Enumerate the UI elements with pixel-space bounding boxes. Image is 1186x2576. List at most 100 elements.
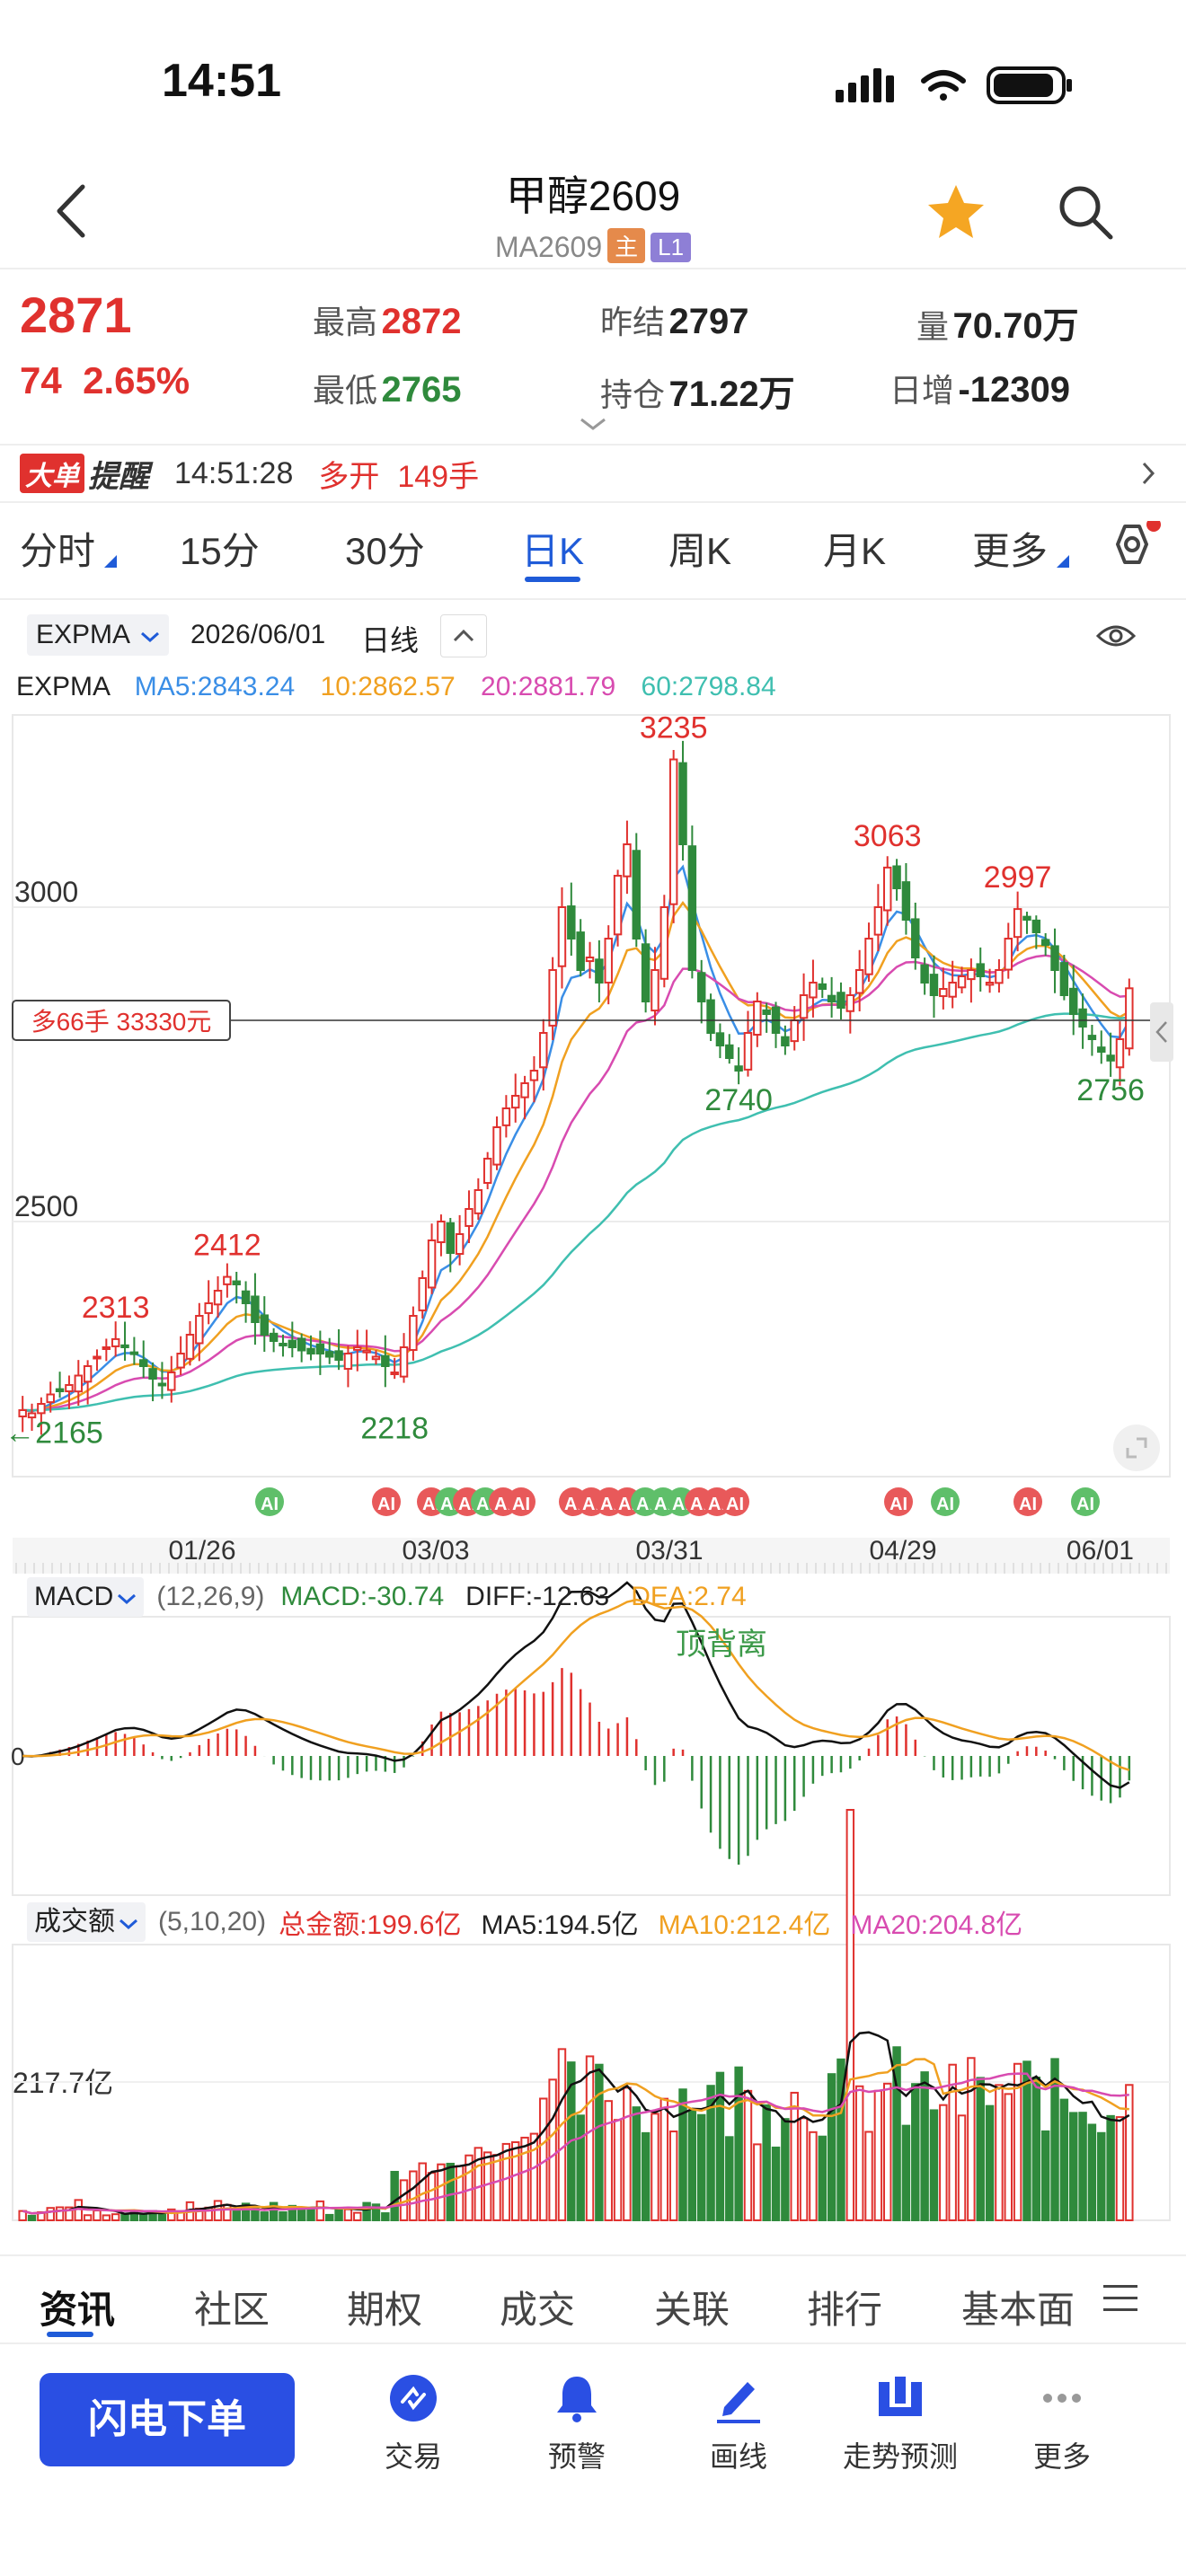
tab-15min[interactable]: 15分 — [180, 530, 260, 572]
active-tab-indicator — [525, 577, 580, 582]
turnover-bar — [83, 2214, 93, 2221]
indicator-select[interactable]: EXPMA — [27, 614, 169, 656]
trend-forecast-label: 走势预测 — [842, 2440, 958, 2473]
header-divider — [0, 268, 1186, 269]
low-label: 最低 — [313, 372, 378, 409]
candle-up — [501, 1107, 511, 1126]
tab-more[interactable]: 更多 — [972, 530, 1049, 572]
quick-order-button[interactable]: 闪电下单 — [40, 2373, 295, 2466]
level-badge: L1 — [651, 233, 692, 262]
bottom-tabs-divider — [0, 2342, 1186, 2344]
turnover-bar — [725, 2136, 734, 2221]
ema-ma20: 20:2881.79 — [481, 672, 616, 701]
ema-legend: EXPMA MA5:2843.24 10:2862.57 20:2881.79 … — [16, 672, 776, 702]
ema-ma60: 60:2798.84 — [641, 672, 776, 701]
candle-up — [957, 975, 967, 989]
turnover-bar — [371, 2203, 381, 2221]
candle-up — [427, 1239, 437, 1289]
price-annotation: 2740 — [704, 1083, 773, 1117]
turnover-bar — [939, 2104, 948, 2222]
macd-legend: MACD (12,26,9) MACD:-30.74 DIFF:-12.63 D… — [27, 1577, 747, 1617]
tab-options[interactable]: 期权 — [347, 2289, 423, 2331]
signal-icon — [836, 68, 894, 102]
turnover-bar — [111, 2213, 120, 2221]
tab-fundamentals[interactable]: 基本面 — [961, 2289, 1075, 2331]
candle-up — [985, 982, 995, 986]
price-alert-button[interactable]: 预警 — [496, 2371, 658, 2475]
candle-down — [715, 1032, 725, 1047]
candle-down — [138, 1359, 148, 1367]
trade-button[interactable]: 交易 — [332, 2371, 494, 2475]
favorite-star-icon[interactable] — [924, 180, 988, 244]
turnover-bar — [892, 2046, 901, 2222]
menu-icon[interactable] — [1102, 2281, 1139, 2314]
turnover-bar — [920, 2071, 929, 2221]
chevron-right-icon[interactable] — [1139, 460, 1157, 487]
turnover-bar — [623, 2086, 632, 2221]
turnover-bar — [948, 2063, 957, 2222]
tab-30min[interactable]: 30分 — [345, 530, 425, 572]
price-annotation: 2313 — [82, 1291, 150, 1325]
more-button[interactable]: 更多 — [981, 2371, 1143, 2475]
turnover-bar — [576, 2114, 585, 2222]
candle-up — [845, 994, 855, 1012]
candle-down — [241, 1290, 251, 1304]
candle-up — [465, 1208, 474, 1227]
turnover-bar — [138, 2213, 148, 2221]
candle-up — [18, 1409, 27, 1417]
candle-up — [353, 1346, 362, 1351]
draw-line-button[interactable]: 画线 — [658, 2371, 819, 2475]
candle-up — [967, 969, 976, 981]
candle-up — [854, 969, 864, 994]
tab-weekly[interactable]: 周K — [668, 530, 732, 572]
large-order-alert[interactable]: 大单 提醒 14:51:28 多开 149手 — [20, 453, 479, 494]
y-tick-label: 2500 — [14, 1190, 78, 1222]
wifi-icon — [921, 70, 966, 101]
candle-up — [204, 1302, 213, 1314]
tab-ranking[interactable]: 排行 — [807, 2289, 883, 2331]
tab-daily[interactable]: 日K — [521, 530, 585, 572]
candle-up — [213, 1290, 223, 1306]
candle-up — [343, 1353, 353, 1370]
chart-settings-icon[interactable] — [1100, 521, 1163, 575]
open-interest-value: 71.22万 — [668, 375, 795, 414]
turnover-bar — [1013, 2062, 1022, 2222]
tab-community[interactable]: 社区 — [194, 2289, 270, 2331]
tab-related[interactable]: 关联 — [654, 2289, 730, 2331]
turnover-bar — [65, 2206, 74, 2221]
candle-up — [409, 1315, 418, 1352]
kline-chart[interactable]: 3000 2500 3235 3063 2997 2412 2313 2740 2756 221… — [0, 710, 1186, 2236]
turnover-bar — [641, 2131, 651, 2221]
turnover-bar — [55, 2206, 65, 2221]
ai-marker — [931, 1487, 960, 1516]
turnover-total: 总金额:199.6亿 — [279, 1910, 462, 1940]
turnover-select[interactable]: 成交额 — [27, 1902, 146, 1942]
candle-down — [632, 850, 642, 940]
candle-down — [288, 1339, 297, 1349]
turnover-bar — [269, 2201, 279, 2222]
tab-news[interactable]: 资讯 — [40, 2289, 116, 2331]
back-arrow-icon[interactable] — [47, 180, 101, 243]
tab-monthly[interactable]: 月K — [823, 530, 887, 572]
eye-icon[interactable] — [1096, 620, 1136, 652]
volume-stat: 量 70.70万 — [916, 296, 1079, 348]
tab-trades[interactable]: 成交 — [500, 2289, 576, 2331]
chart-period: 日线 — [361, 624, 420, 657]
expand-chevron-icon[interactable] — [580, 417, 606, 431]
candle-down — [324, 1351, 334, 1358]
macd-chart: 0 顶背离 — [11, 1581, 1171, 1896]
turnover-bar — [929, 2109, 939, 2221]
collapse-up-icon[interactable] — [440, 614, 487, 657]
search-icon[interactable] — [1053, 180, 1118, 244]
tab-intraday[interactable]: 分时 — [20, 530, 96, 572]
turnover-bar — [1115, 2116, 1125, 2222]
turnover-bar — [362, 2201, 371, 2221]
turnover-bar — [409, 2170, 418, 2222]
macd-select[interactable]: MACD — [27, 1577, 145, 1617]
candle-up — [223, 1275, 232, 1285]
candle-down — [1106, 1054, 1115, 1062]
candle-up — [623, 843, 632, 878]
turnover-bar — [818, 2135, 828, 2221]
turnover-params: (5,10,20) — [158, 1907, 267, 1936]
trend-forecast-button[interactable]: 走势预测 — [819, 2371, 981, 2475]
